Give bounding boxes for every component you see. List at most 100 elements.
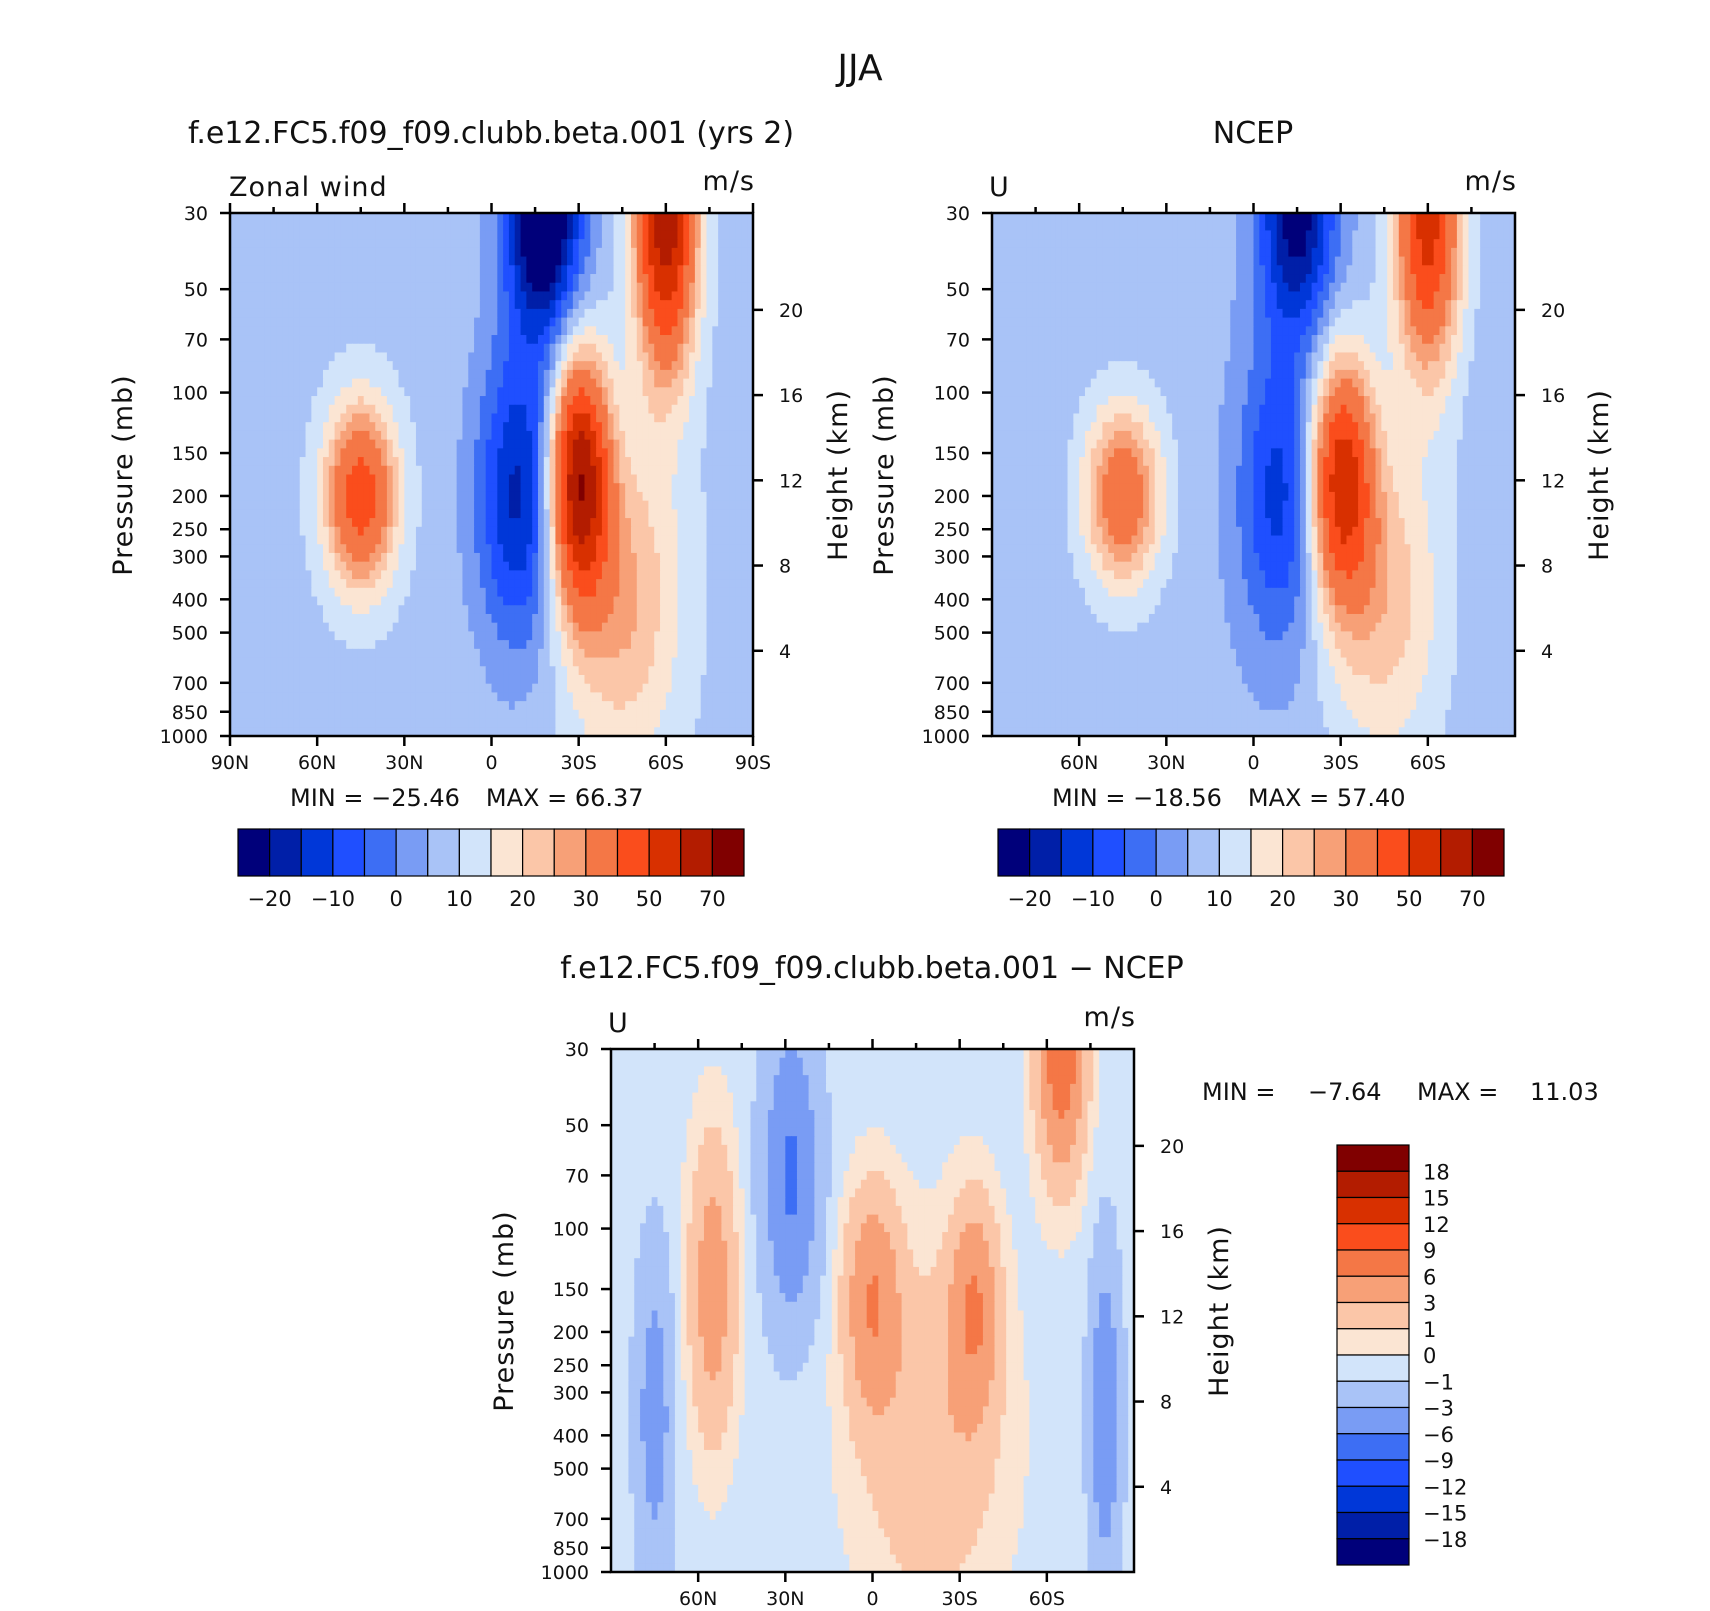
contour-cell — [433, 422, 440, 432]
contour-cell — [410, 247, 417, 258]
contour-cell — [235, 265, 243, 275]
contour-cell — [282, 326, 289, 336]
contour-cell — [264, 422, 272, 432]
contour-cell — [665, 587, 673, 598]
contour-cell — [439, 422, 446, 432]
contour-cell — [288, 465, 295, 476]
contour-cell — [718, 518, 725, 528]
contour-cell — [241, 596, 249, 606]
contour-cell — [363, 439, 371, 449]
contour-cell — [479, 561, 487, 571]
contour-cell — [543, 509, 551, 519]
contour-cell — [723, 605, 731, 615]
contour-cell — [445, 622, 452, 632]
contour-cell — [386, 213, 394, 223]
contour-cell — [537, 317, 545, 327]
contour-cell — [299, 587, 307, 598]
contour-cell — [334, 491, 342, 502]
contour-cell — [508, 561, 516, 571]
contour-cell — [264, 291, 272, 301]
contour-cell — [485, 622, 493, 632]
contour-cell — [247, 396, 254, 406]
contour-cell — [328, 369, 336, 380]
contour-cell — [270, 369, 278, 380]
contour-cell — [712, 587, 719, 598]
contour-cell — [357, 213, 365, 223]
contour-cell — [415, 239, 423, 249]
contour-cell — [683, 230, 690, 240]
contour-cell — [630, 526, 638, 537]
contour-cell — [230, 518, 237, 528]
contour-cell — [485, 579, 493, 589]
contour-cell — [450, 317, 458, 327]
contour-cell — [607, 500, 615, 510]
contour-cell — [392, 518, 400, 528]
contour-cell — [235, 622, 243, 632]
contour-cell — [381, 474, 388, 484]
contour-cell — [660, 457, 667, 467]
contour-cell — [398, 657, 405, 667]
contour-cell — [450, 631, 458, 641]
contour-cell — [259, 483, 266, 493]
contour-cell — [462, 552, 469, 563]
contour-cell — [392, 439, 400, 449]
contour-cell — [462, 282, 469, 293]
contour-cell — [299, 509, 307, 519]
contour-cell — [352, 247, 359, 258]
contour-cell — [328, 622, 336, 632]
contour-cell — [700, 631, 708, 641]
contour-cell — [485, 570, 493, 580]
contour-cell — [328, 457, 336, 467]
contour-cell — [665, 509, 673, 519]
contour-cell — [706, 640, 713, 650]
contour-cell — [381, 221, 388, 232]
contour-cell — [648, 439, 655, 449]
contour-cell — [328, 683, 336, 694]
contour-cell — [584, 674, 591, 685]
contour-cell — [712, 570, 719, 580]
contour-cell — [276, 352, 283, 362]
contour-cell — [264, 343, 272, 354]
contour-cell — [532, 465, 539, 476]
contour-cell — [729, 570, 737, 580]
contour-cell — [479, 657, 487, 667]
contour-cell — [485, 387, 493, 397]
contour-cell — [305, 457, 312, 467]
contour-cell — [421, 404, 429, 415]
contour-cell — [381, 613, 388, 624]
contour-cell — [561, 544, 568, 554]
contour-cell — [700, 666, 708, 676]
contour-cell — [491, 518, 498, 528]
contour-cell — [421, 605, 429, 615]
contour-cell — [654, 300, 661, 310]
contour-cell — [636, 282, 644, 293]
contour-cell — [311, 640, 318, 650]
contour-cell — [398, 247, 405, 258]
contour-cell — [497, 361, 504, 371]
contour-cell — [421, 335, 429, 345]
contour-cell — [689, 439, 696, 449]
contour-cell — [247, 483, 254, 493]
contour-cell — [415, 500, 423, 510]
contour-cell — [561, 666, 568, 676]
contour-cell — [474, 570, 481, 580]
contour-cell — [479, 457, 487, 467]
contour-cell — [456, 361, 464, 371]
contour-cell — [299, 308, 307, 319]
contour-cell — [636, 474, 644, 484]
contour-cell — [729, 683, 737, 694]
contour-cell — [305, 274, 312, 284]
contour-cell — [526, 422, 533, 432]
contour-cell — [462, 570, 469, 580]
contour-cell — [415, 622, 423, 632]
contour-cell — [607, 518, 615, 528]
contour-cell — [264, 457, 272, 467]
contour-cell — [369, 518, 376, 528]
contour-cell — [293, 596, 301, 606]
contour-cell — [520, 221, 527, 232]
contour-cell — [520, 535, 527, 545]
contour-cell — [712, 352, 719, 362]
contour-cell — [427, 413, 434, 423]
contour-cell — [648, 282, 655, 293]
contour-cell — [282, 308, 289, 319]
